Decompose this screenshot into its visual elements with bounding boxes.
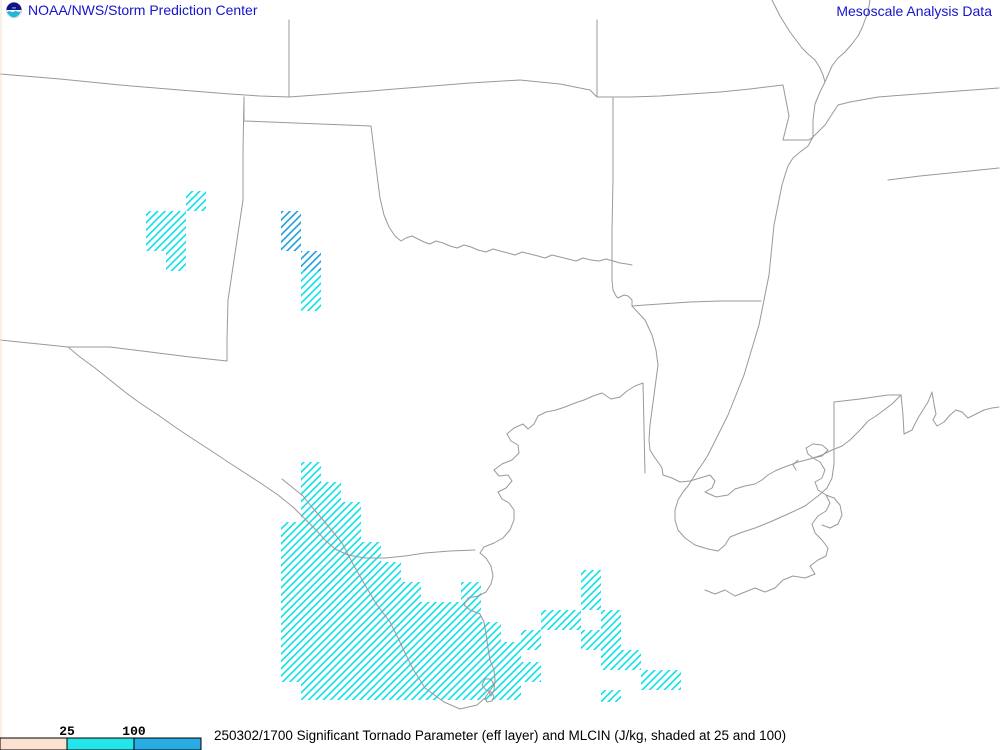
svg-text:250302/1700 Significant Tornad: 250302/1700 Significant Tornado Paramete… (214, 728, 786, 743)
svg-text:25: 25 (59, 724, 75, 739)
svg-text:100: 100 (122, 724, 146, 739)
